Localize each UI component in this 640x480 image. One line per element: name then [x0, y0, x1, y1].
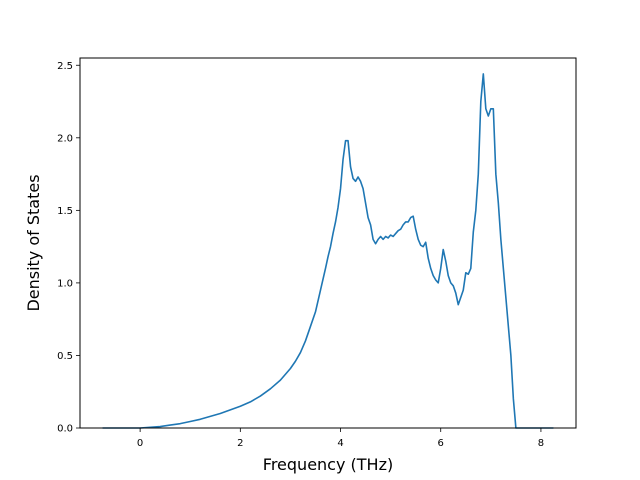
y-axis-label: Density of States: [24, 174, 43, 311]
series-line-0: [102, 73, 554, 429]
y-tick-label: 0.0: [57, 424, 73, 435]
y-axis: 0.0 0.5 1.0 1.5 2.0 2.5: [57, 61, 80, 435]
x-tick-label: 6: [438, 438, 444, 449]
x-tick-label: 0: [137, 438, 143, 449]
x-tick-label: 8: [538, 438, 544, 449]
y-tick-label: 0.5: [57, 351, 73, 362]
y-tick-label: 1.0: [57, 278, 73, 289]
y-tick-label: 2.5: [57, 61, 73, 72]
x-tick-label: 2: [237, 438, 243, 449]
y-tick-label: 1.5: [57, 206, 73, 217]
x-axis: 0 2 4 6 8: [137, 428, 544, 449]
y-tick-label: 2.0: [57, 133, 73, 144]
series-layer: [102, 73, 554, 429]
x-axis-label: Frequency (THz): [263, 455, 393, 474]
plot-frame: [79, 57, 577, 429]
x-tick-label: 4: [337, 438, 343, 449]
